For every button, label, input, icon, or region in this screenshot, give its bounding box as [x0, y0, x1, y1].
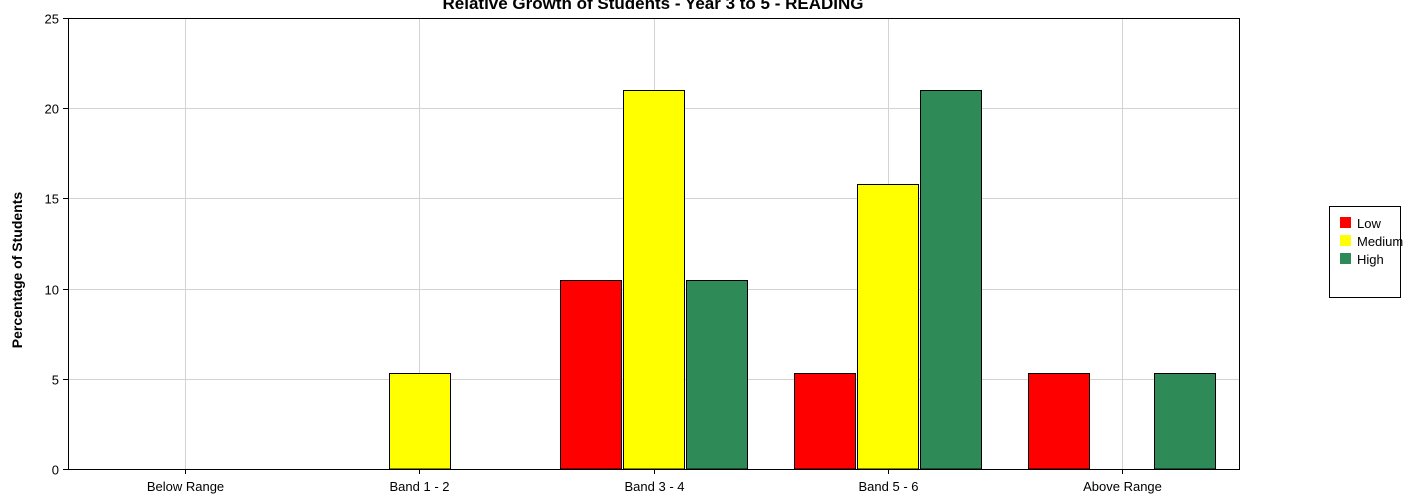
legend-swatch-medium: [1340, 235, 1351, 246]
bar-high-5: [1154, 373, 1216, 470]
bar-high-3: [686, 280, 748, 470]
x-tick-label: Band 1 - 2: [390, 479, 450, 494]
bar-medium-4: [857, 184, 919, 470]
bar-medium-2: [389, 373, 451, 470]
x-tick-label: Above Range: [1083, 479, 1162, 494]
y-tick-label: 5: [52, 373, 59, 388]
y-tick-label: 20: [45, 102, 59, 117]
bar-medium-3: [623, 90, 685, 470]
legend: Low Medium High: [1329, 206, 1403, 298]
y-tick-label: 0: [52, 463, 59, 478]
bar-low-3: [560, 280, 622, 470]
tick-labels: 0 5 10 15 20 25 Below Range Band 1 - 2 Band 3 - …: [45, 12, 1162, 495]
axes: [63, 18, 1240, 474]
legend-label-low: Low: [1357, 216, 1381, 231]
bars: [389, 90, 1216, 470]
y-axis-label: Percentage of Students: [9, 192, 25, 349]
legend-label-high: High: [1357, 252, 1384, 267]
y-tick-label: 15: [45, 192, 59, 207]
y-tick-label: 25: [45, 12, 59, 27]
legend-swatch-high: [1340, 253, 1351, 264]
legend-label-medium: Medium: [1357, 234, 1403, 249]
x-tick-label: Below Range: [147, 479, 224, 494]
bar-low-5: [1028, 373, 1090, 470]
x-tick-label: Band 5 - 6: [859, 479, 919, 494]
legend-swatch-low: [1340, 217, 1351, 228]
bar-low-4: [794, 373, 856, 470]
chart-title: Relative Growth of Students - Year 3 to …: [443, 0, 864, 13]
y-tick-label: 10: [45, 283, 59, 298]
bar-high-4: [920, 90, 982, 470]
x-tick-label: Band 3 - 4: [625, 479, 685, 494]
